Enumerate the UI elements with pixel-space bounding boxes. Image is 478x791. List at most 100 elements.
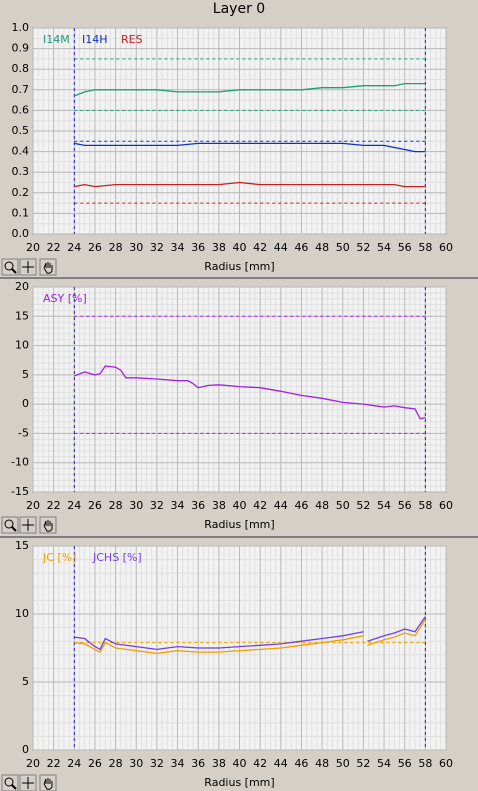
legend-entry: RES xyxy=(121,33,143,46)
series-line xyxy=(74,619,426,655)
legend-entry: ASY [%] xyxy=(43,292,87,305)
x-tick-label: 20 xyxy=(26,241,40,254)
x-tick-label: 22 xyxy=(47,241,61,254)
x-tick-label: 40 xyxy=(233,499,247,512)
y-tick-label: 15 xyxy=(15,539,29,552)
y-tick-label: 0.0 xyxy=(12,227,30,240)
x-tick-label: 44 xyxy=(274,241,288,254)
y-tick-label: 0.2 xyxy=(12,186,30,199)
y-tick-label: -5 xyxy=(18,426,29,439)
y-tick-label: 0.7 xyxy=(12,83,30,96)
x-tick-label: 46 xyxy=(294,241,308,254)
x-tick-label: 52 xyxy=(356,499,370,512)
x-tick-label: 36 xyxy=(191,241,205,254)
window-title: Layer 0 xyxy=(213,1,265,17)
crosshair-icon xyxy=(22,777,34,789)
legend-entry: I14H xyxy=(82,33,108,46)
x-tick-label: 22 xyxy=(47,757,61,770)
series-line xyxy=(74,142,426,153)
x-tick-label: 52 xyxy=(356,241,370,254)
x-tick-label: 60 xyxy=(439,241,453,254)
x-tick-label: 50 xyxy=(336,499,350,512)
zoom-icon xyxy=(11,268,17,274)
x-tick-label: 28 xyxy=(109,241,123,254)
series-line xyxy=(74,82,426,97)
x-tick-label: 36 xyxy=(191,757,205,770)
series-line xyxy=(74,181,426,188)
x-tick-label: 52 xyxy=(356,757,370,770)
x-axis-label: Radius [mm] xyxy=(204,260,274,273)
y-tick-label: 0 xyxy=(22,743,29,756)
series-line xyxy=(74,365,426,420)
x-tick-label: 54 xyxy=(377,757,391,770)
x-axis-label: Radius [mm] xyxy=(204,518,274,531)
x-tick-label: 50 xyxy=(336,241,350,254)
y-tick-label: 0.3 xyxy=(12,165,30,178)
pan-icon xyxy=(43,778,53,790)
y-tick-label: -15 xyxy=(11,485,29,498)
zoom-icon xyxy=(4,519,14,529)
x-tick-label: 58 xyxy=(418,241,432,254)
x-tick-label: 48 xyxy=(315,241,329,254)
y-tick-label: -10 xyxy=(11,456,29,469)
x-tick-label: 46 xyxy=(294,757,308,770)
x-tick-label: 54 xyxy=(377,241,391,254)
x-tick-label: 34 xyxy=(171,757,185,770)
y-tick-label: 0.4 xyxy=(12,145,30,158)
x-tick-label: 30 xyxy=(129,241,143,254)
x-tick-label: 26 xyxy=(88,499,102,512)
pan-icon xyxy=(43,262,53,274)
x-tick-label: 32 xyxy=(150,241,164,254)
x-tick-label: 40 xyxy=(233,241,247,254)
y-tick-label: 0.1 xyxy=(12,206,30,219)
x-tick-label: 56 xyxy=(398,757,412,770)
x-tick-label: 28 xyxy=(109,757,123,770)
x-tick-label: 42 xyxy=(253,757,267,770)
x-tick-label: 30 xyxy=(129,757,143,770)
x-tick-label: 56 xyxy=(398,241,412,254)
x-tick-label: 26 xyxy=(88,241,102,254)
x-tick-label: 42 xyxy=(253,241,267,254)
x-tick-label: 56 xyxy=(398,499,412,512)
x-tick-label: 50 xyxy=(336,757,350,770)
x-tick-label: 38 xyxy=(212,499,226,512)
x-tick-label: 32 xyxy=(150,757,164,770)
legend-entry: JCHS [%] xyxy=(92,551,142,564)
crosshair-icon xyxy=(22,519,34,531)
x-tick-label: 44 xyxy=(274,757,288,770)
x-tick-label: 24 xyxy=(67,757,81,770)
x-tick-label: 54 xyxy=(377,499,391,512)
x-tick-label: 34 xyxy=(171,499,185,512)
zoom-icon xyxy=(11,784,17,790)
x-tick-label: 30 xyxy=(129,499,143,512)
y-tick-label: 5 xyxy=(22,675,29,688)
x-tick-label: 58 xyxy=(418,499,432,512)
x-tick-label: 24 xyxy=(67,499,81,512)
x-tick-label: 48 xyxy=(315,757,329,770)
y-tick-label: 20 xyxy=(15,280,29,293)
x-tick-label: 38 xyxy=(212,757,226,770)
y-tick-label: 5 xyxy=(22,368,29,381)
x-tick-label: 28 xyxy=(109,499,123,512)
y-tick-label: 0.5 xyxy=(12,124,30,137)
zoom-icon xyxy=(4,261,14,271)
y-tick-label: 0.9 xyxy=(12,42,30,55)
x-tick-label: 44 xyxy=(274,499,288,512)
y-tick-label: 1.0 xyxy=(12,21,30,34)
x-axis-label: Radius [mm] xyxy=(204,776,274,789)
x-tick-label: 42 xyxy=(253,499,267,512)
x-tick-label: 58 xyxy=(418,757,432,770)
x-tick-label: 46 xyxy=(294,499,308,512)
pan-icon xyxy=(43,520,53,532)
legend-entry: JC [%] xyxy=(42,551,76,564)
x-tick-label: 40 xyxy=(233,757,247,770)
y-tick-label: 0 xyxy=(22,397,29,410)
x-tick-label: 34 xyxy=(171,241,185,254)
y-tick-label: 10 xyxy=(15,339,29,352)
x-tick-label: 60 xyxy=(439,757,453,770)
x-tick-label: 22 xyxy=(47,499,61,512)
legend-entry: I14M xyxy=(43,33,70,46)
x-tick-label: 20 xyxy=(26,757,40,770)
x-tick-label: 32 xyxy=(150,499,164,512)
